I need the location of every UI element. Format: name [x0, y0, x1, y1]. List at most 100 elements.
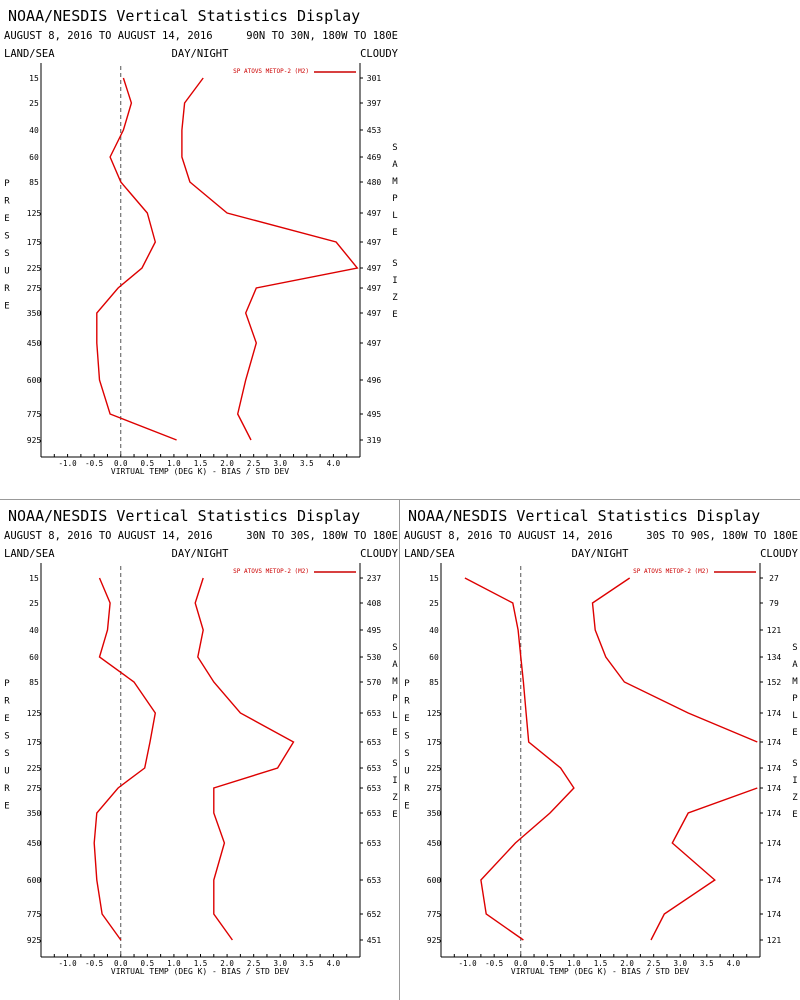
pressure-level-label: 25 [29, 99, 39, 108]
x-tick-label: 1.5 [194, 959, 208, 968]
sample-size-label: 152 [767, 678, 782, 687]
chart-title: NOAA/NESDIS Vertical Statistics Display [408, 507, 760, 525]
region-label: 90N TO 30N, 180W TO 180E [246, 30, 398, 42]
sample-size-axis-label-letter: E [792, 728, 797, 738]
sample-size-axis-label-letter: A [392, 160, 398, 170]
sample-size-label: 453 [367, 126, 382, 135]
pressure-level-label: 925 [27, 436, 42, 445]
day-night-label: DAY/NIGHT [172, 548, 230, 560]
x-tick-label: 1.0 [167, 959, 181, 968]
pressure-axis-label-letter: S [4, 749, 9, 759]
chart-title: NOAA/NESDIS Vertical Statistics Display [8, 7, 360, 25]
sample-size-label: 497 [367, 264, 382, 273]
sample-size-axis-label-letter: M [392, 177, 398, 187]
sample-size-label: 319 [367, 436, 382, 445]
sample-size-label: 497 [367, 309, 382, 318]
sample-size-label: 530 [367, 653, 382, 662]
sample-size-label: 174 [767, 910, 782, 919]
pressure-level-label: 25 [429, 599, 439, 608]
pressure-level-label: 40 [29, 626, 39, 635]
pressure-level-label: 15 [429, 574, 439, 583]
pressure-axis-label-letter: E [404, 802, 409, 812]
sample-size-axis-label-letter: P [792, 694, 798, 704]
x-tick-label: 2.0 [620, 959, 634, 968]
land-sea-label: LAND/SEA [404, 548, 455, 560]
pressure-level-label: 125 [27, 709, 42, 718]
sample-size-label: 496 [367, 376, 382, 385]
pressure-level-label: 275 [27, 284, 42, 293]
sample-size-label: 570 [367, 678, 382, 687]
x-tick-label: 1.0 [567, 959, 581, 968]
std-dev-line [650, 787, 758, 941]
x-axis-label: VIRTUAL TEMP (DEG K) - BIAS / STD DEV [511, 967, 689, 976]
x-tick-label: 0.0 [114, 959, 128, 968]
sample-size-label: 237 [367, 574, 382, 583]
land-sea-label: LAND/SEA [4, 548, 55, 560]
legend-label: SP ATOVS METOP-2 (M2) [233, 68, 309, 75]
x-tick-label: 4.0 [727, 959, 741, 968]
x-tick-label: 4.0 [327, 959, 341, 968]
pressure-level-label: 925 [27, 936, 42, 945]
sample-size-axis-label-letter: I [792, 776, 797, 786]
x-tick-label: -0.5 [85, 959, 103, 968]
pressure-axis-label-letter: R [4, 284, 10, 294]
region-label: 30S TO 90S, 180W TO 180E [646, 530, 798, 542]
pressure-axis-label-letter: S [404, 732, 409, 742]
pressure-level-label: 225 [27, 264, 42, 273]
pressure-level-label: 775 [27, 910, 42, 919]
sample-size-axis-label-letter: L [392, 211, 397, 221]
sample-size-axis-label-letter: S [392, 143, 397, 153]
sample-size-label: 653 [367, 784, 382, 793]
pressure-level-label: 600 [27, 376, 42, 385]
pressure-level-label: 175 [27, 238, 42, 247]
x-tick-label: 1.0 [167, 459, 181, 468]
x-tick-label: 2.5 [247, 459, 261, 468]
pressure-level-label: 125 [27, 209, 42, 218]
pressure-axis-label-letter: S [404, 749, 409, 759]
pressure-level-label: 175 [427, 738, 442, 747]
x-tick-label: 2.0 [220, 459, 234, 468]
pressure-axis-label-letter: U [404, 767, 409, 777]
sample-size-label: 497 [367, 284, 382, 293]
pressure-level-label: 60 [29, 153, 39, 162]
sample-size-label: 174 [767, 764, 782, 773]
x-tick-label: -0.5 [85, 459, 103, 468]
x-tick-label: 3.5 [300, 959, 314, 968]
vertical-stats-chart-2: NOAA/NESDIS Vertical Statistics Display A… [4, 507, 399, 976]
pressure-level-label: 25 [29, 599, 39, 608]
sample-size-label: 497 [367, 339, 382, 348]
sample-size-label: 79 [769, 599, 779, 608]
pressure-level-label: 350 [27, 809, 42, 818]
pressure-level-label: 15 [29, 74, 39, 83]
pressure-axis-label-letter: E [4, 802, 9, 812]
sample-size-axis-label-letter: E [392, 310, 397, 320]
pressure-axis-label-letter: P [4, 679, 10, 689]
sample-size-axis-label-letter: E [392, 810, 397, 820]
date-range: AUGUST 8, 2016 TO AUGUST 14, 2016 [4, 530, 213, 542]
pressure-axis-label-letter: R [404, 784, 410, 794]
sample-size-label: 397 [367, 99, 382, 108]
bias-line [96, 77, 177, 441]
pressure-axis-label-letter: E [4, 714, 9, 724]
date-range: AUGUST 8, 2016 TO AUGUST 14, 2016 [404, 530, 613, 542]
pressure-axis-label-letter: P [4, 179, 10, 189]
pressure-axis-label-letter: R [4, 784, 10, 794]
sample-size-label: 495 [367, 626, 382, 635]
sample-size-label: 408 [367, 599, 382, 608]
pressure-level-label: 600 [427, 876, 442, 885]
x-tick-label: 0.5 [141, 959, 155, 968]
pressure-level-label: 775 [27, 410, 42, 419]
x-tick-label: -1.0 [459, 959, 478, 968]
cloudy-label: CLOUDY [360, 548, 399, 560]
sample-size-label: 653 [367, 876, 382, 885]
pressure-level-label: 225 [427, 764, 442, 773]
cloudy-label: CLOUDY [360, 48, 399, 60]
sample-size-label: 174 [767, 709, 782, 718]
region-label: 30N TO 30S, 180W TO 180E [246, 530, 398, 542]
std-dev-line [194, 577, 295, 941]
pressure-axis-label-letter: S [4, 732, 9, 742]
bias-line [93, 577, 157, 941]
pressure-level-label: 40 [429, 626, 439, 635]
sample-size-axis-label-letter: L [792, 711, 797, 721]
x-tick-label: 1.5 [194, 459, 208, 468]
